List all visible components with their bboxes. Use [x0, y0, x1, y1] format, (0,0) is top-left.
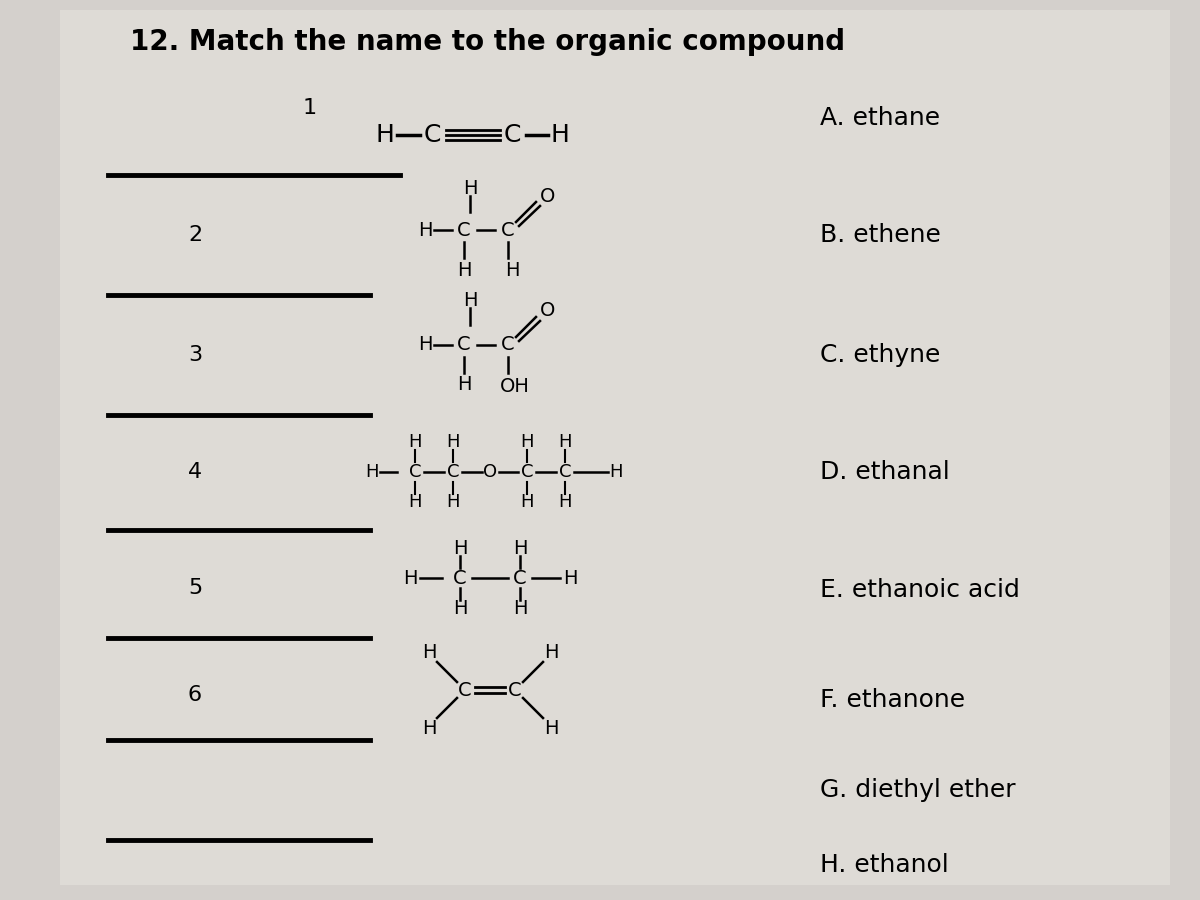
- Text: H: H: [610, 463, 623, 481]
- Text: 5: 5: [188, 578, 202, 598]
- Text: H: H: [544, 643, 558, 662]
- Text: H: H: [512, 598, 527, 617]
- Text: OH: OH: [500, 377, 530, 397]
- Text: C: C: [424, 123, 440, 147]
- Text: H: H: [408, 493, 421, 511]
- Text: H: H: [418, 220, 432, 239]
- Text: H: H: [408, 433, 421, 451]
- Text: O: O: [540, 186, 556, 205]
- Text: A. ethane: A. ethane: [820, 106, 940, 130]
- Text: C: C: [502, 220, 515, 239]
- Text: H: H: [446, 433, 460, 451]
- Text: C: C: [559, 463, 571, 481]
- Text: 2: 2: [188, 225, 202, 245]
- Text: 1: 1: [302, 98, 317, 118]
- Text: H: H: [512, 538, 527, 557]
- Text: 12. Match the name to the organic compound: 12. Match the name to the organic compou…: [130, 28, 845, 56]
- Text: H: H: [463, 178, 478, 197]
- Text: E. ethanoic acid: E. ethanoic acid: [820, 578, 1020, 602]
- Text: O: O: [540, 302, 556, 320]
- Text: C: C: [457, 220, 470, 239]
- Text: C: C: [508, 680, 522, 699]
- Text: H: H: [365, 463, 379, 481]
- Text: H: H: [452, 598, 467, 617]
- Text: C: C: [409, 463, 421, 481]
- Text: H: H: [563, 569, 577, 588]
- Text: H: H: [376, 123, 395, 147]
- Text: H: H: [551, 123, 570, 147]
- Text: C: C: [521, 463, 533, 481]
- Text: 4: 4: [188, 462, 202, 482]
- Text: H: H: [421, 643, 437, 662]
- Text: H: H: [544, 718, 558, 737]
- Text: 3: 3: [188, 345, 202, 365]
- Text: H: H: [558, 493, 571, 511]
- FancyBboxPatch shape: [60, 10, 1170, 885]
- Text: C: C: [514, 569, 527, 588]
- Text: H: H: [521, 433, 534, 451]
- Text: C: C: [503, 123, 521, 147]
- Text: H: H: [452, 538, 467, 557]
- Text: D. ethanal: D. ethanal: [820, 460, 949, 484]
- Text: C: C: [458, 680, 472, 699]
- Text: H: H: [457, 260, 472, 280]
- Text: H. ethanol: H. ethanol: [820, 853, 949, 877]
- Text: C: C: [454, 569, 467, 588]
- Text: G. diethyl ether: G. diethyl ether: [820, 778, 1015, 802]
- Text: H: H: [421, 718, 437, 737]
- Text: B. ethene: B. ethene: [820, 223, 941, 247]
- Text: C: C: [502, 336, 515, 355]
- Text: C. ethyne: C. ethyne: [820, 343, 941, 367]
- Text: F. ethanone: F. ethanone: [820, 688, 965, 712]
- Text: H: H: [457, 375, 472, 394]
- Text: C: C: [446, 463, 460, 481]
- Text: 6: 6: [188, 685, 202, 705]
- Text: H: H: [505, 260, 520, 280]
- Text: H: H: [446, 493, 460, 511]
- Text: H: H: [463, 291, 478, 310]
- Text: C: C: [457, 336, 470, 355]
- Text: H: H: [521, 493, 534, 511]
- Text: O: O: [482, 463, 497, 481]
- Text: H: H: [418, 336, 432, 355]
- Text: H: H: [558, 433, 571, 451]
- Text: H: H: [403, 569, 418, 588]
